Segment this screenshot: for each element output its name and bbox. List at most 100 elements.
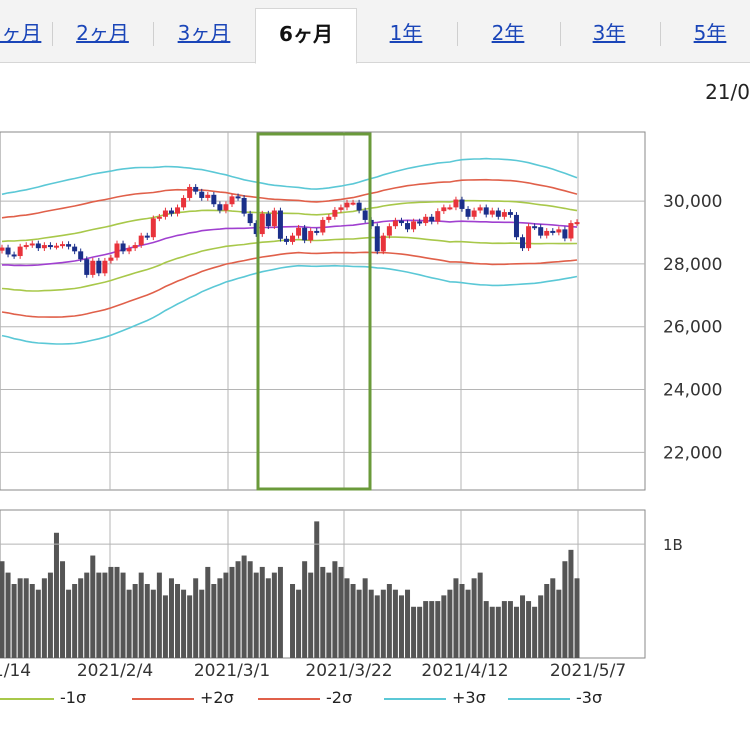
candle-body	[350, 202, 356, 205]
candle-body	[526, 226, 532, 249]
volume-bar	[344, 578, 350, 658]
volume-bar	[72, 584, 78, 658]
candle-body	[283, 238, 289, 242]
candle-body	[538, 227, 544, 236]
plus1-sigma-line	[1, 199, 578, 243]
volume-bar	[556, 589, 562, 658]
candle-body	[223, 204, 229, 211]
candle-body	[447, 207, 453, 210]
candle-body	[114, 243, 120, 258]
candle-body	[168, 210, 174, 214]
candle-body	[453, 199, 459, 208]
candle-body	[277, 210, 283, 239]
minus3-sigma-line	[1, 264, 578, 345]
candle-body	[78, 251, 84, 260]
volume-bar	[411, 606, 417, 658]
highlight-box	[256, 132, 372, 491]
volume-bar	[168, 578, 174, 658]
volume-bar	[538, 595, 544, 658]
period-tab-bar: 1ヶ月 2ヶ月 3ヶ月 6ヶ月 1年 2年 3年 5年	[0, 0, 750, 64]
candle-body	[392, 220, 398, 227]
volume-bar	[568, 549, 574, 658]
legend-swatch	[508, 697, 570, 700]
volume-bar	[265, 578, 271, 658]
legend-label: +2σ	[200, 688, 234, 707]
tab-2-months[interactable]: 2ヶ月	[76, 21, 129, 45]
tab-separator	[52, 22, 53, 46]
tab-3-months[interactable]: 3ヶ月	[177, 21, 231, 45]
volume-bar	[550, 578, 556, 658]
candle-body	[41, 245, 47, 249]
candle-body	[72, 246, 78, 252]
volume-bar	[47, 572, 53, 658]
volume-bar	[447, 589, 453, 658]
volume-bar	[398, 595, 404, 658]
tab-2-years[interactable]: 2年	[491, 21, 525, 45]
volume-bar	[308, 572, 314, 658]
volume-bar	[544, 584, 550, 658]
volume-bar	[259, 566, 265, 658]
candle-body	[5, 247, 11, 255]
candle-body	[144, 235, 150, 238]
volume-bar	[29, 584, 35, 658]
volume-bar	[471, 578, 477, 658]
volume-bar	[211, 584, 217, 658]
volume-bar	[108, 566, 114, 658]
minus1-sigma-line	[1, 236, 578, 292]
volume-bar	[380, 589, 386, 658]
volume-bar	[465, 589, 471, 658]
tab-separator	[153, 22, 154, 46]
date-header: 21/0	[705, 80, 750, 104]
tab-1-month[interactable]: 1ヶ月	[0, 21, 42, 45]
volume-bar	[96, 572, 102, 658]
candle-body	[138, 235, 144, 246]
candle-body	[429, 216, 435, 222]
volume-bar	[23, 578, 29, 658]
candle-body	[483, 207, 489, 215]
volume-bar	[374, 595, 380, 658]
candle-body	[199, 191, 205, 198]
volume-bar	[205, 566, 211, 658]
candle-body	[156, 216, 162, 219]
candle-body	[84, 259, 90, 275]
candle-body	[187, 186, 193, 198]
tab-5-years[interactable]: 5年	[693, 21, 727, 45]
candle-body	[35, 243, 41, 249]
x-tick-label: 2021/3/22	[305, 661, 392, 681]
volume-bar	[90, 555, 96, 658]
volume-bar	[392, 589, 398, 658]
candle-body	[489, 210, 495, 215]
volume-bar	[368, 589, 374, 658]
volume-bar	[574, 578, 580, 658]
volume-bar	[150, 589, 156, 658]
tab-3-years[interactable]: 3年	[592, 21, 626, 45]
volume-bar	[11, 584, 17, 658]
candle-body	[465, 208, 471, 217]
candle-body	[356, 202, 362, 211]
volume-bar	[193, 578, 199, 658]
tab-separator	[560, 22, 561, 46]
volume-bar	[0, 561, 5, 658]
candle-body	[302, 227, 308, 241]
candle-body	[241, 197, 247, 214]
candle-body	[96, 260, 102, 274]
candle-body	[532, 226, 538, 229]
volume-bar	[181, 589, 187, 658]
volume-bar	[271, 572, 277, 658]
moving-average-line	[2, 219, 578, 267]
volume-bar	[162, 595, 168, 658]
candle-body	[211, 194, 217, 205]
tab-6-months[interactable]: 6ヶ月	[255, 8, 357, 64]
tab-1-year[interactable]: 1年	[389, 21, 423, 45]
candle-body	[217, 204, 223, 211]
volume-bar	[277, 566, 283, 658]
volume-bar	[156, 572, 162, 658]
candle-body	[568, 223, 574, 239]
volume-bar	[441, 595, 447, 658]
y-tick-label: 28,000	[663, 255, 722, 275]
volume-bar	[495, 606, 501, 658]
candle-body	[175, 207, 181, 214]
volume-bar	[526, 601, 532, 658]
legend-swatch	[384, 697, 446, 700]
